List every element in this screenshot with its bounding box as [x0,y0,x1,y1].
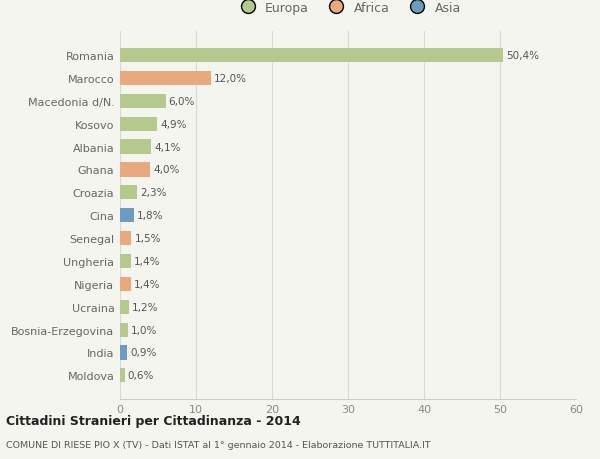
Bar [120,140,151,154]
Bar [120,254,131,269]
Text: 12,0%: 12,0% [214,74,247,84]
Text: 1,5%: 1,5% [134,234,161,244]
Text: 50,4%: 50,4% [506,51,539,61]
Text: 1,2%: 1,2% [132,302,158,312]
Bar [120,72,211,86]
Bar [120,369,125,383]
Text: 4,0%: 4,0% [154,165,180,175]
Bar [120,49,503,63]
Bar [120,163,151,177]
Text: 1,0%: 1,0% [131,325,157,335]
Text: 6,0%: 6,0% [169,96,195,106]
Bar [120,323,128,337]
Text: 0,6%: 0,6% [128,370,154,381]
Text: 4,1%: 4,1% [154,142,181,152]
Legend: Europa, Africa, Asia: Europa, Africa, Asia [235,2,461,15]
Text: COMUNE DI RIESE PIO X (TV) - Dati ISTAT al 1° gennaio 2014 - Elaborazione TUTTIT: COMUNE DI RIESE PIO X (TV) - Dati ISTAT … [6,441,431,449]
Bar [120,231,131,246]
Bar [120,186,137,200]
Text: 1,4%: 1,4% [134,279,160,289]
Text: 0,9%: 0,9% [130,348,156,358]
Bar [120,300,129,314]
Bar [120,209,134,223]
Text: 1,4%: 1,4% [134,257,160,266]
Text: 4,9%: 4,9% [160,119,187,129]
Text: 1,8%: 1,8% [137,211,163,221]
Bar [120,277,131,291]
Text: Cittadini Stranieri per Cittadinanza - 2014: Cittadini Stranieri per Cittadinanza - 2… [6,414,301,428]
Bar [120,118,157,131]
Text: 2,3%: 2,3% [140,188,167,198]
Bar [120,95,166,109]
Bar [120,346,127,360]
